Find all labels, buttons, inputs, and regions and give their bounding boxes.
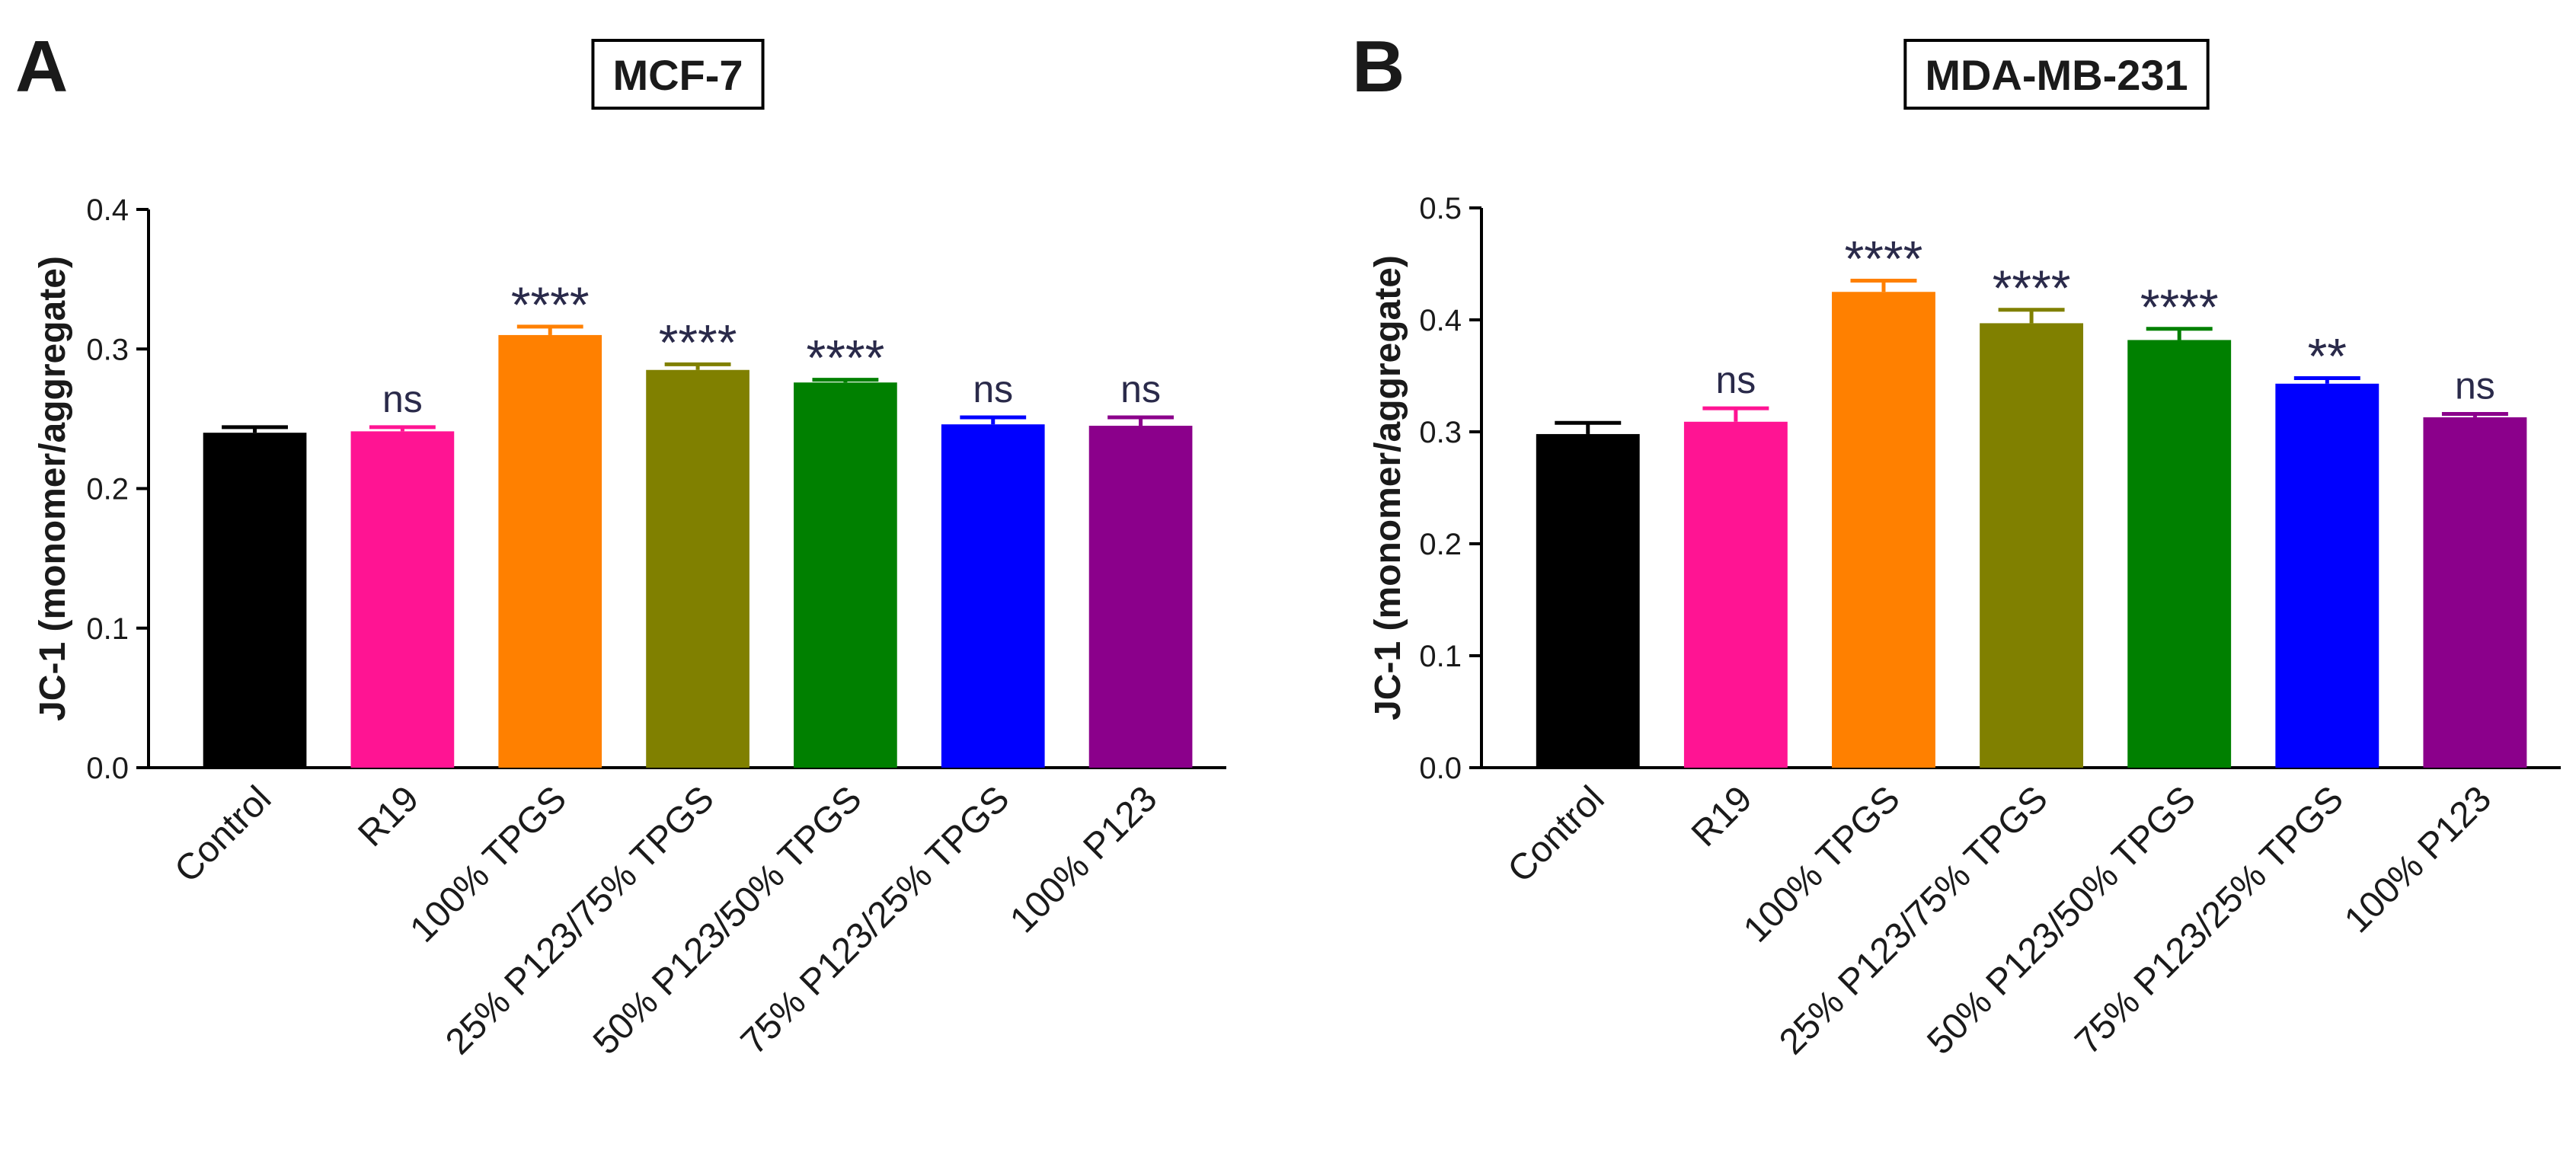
chart-title-box: MDA-MB-231 bbox=[1903, 39, 2210, 110]
panel-letter: A bbox=[15, 26, 68, 107]
y-tick-label: 0.1 bbox=[86, 612, 129, 646]
bar-7 bbox=[1088, 426, 1193, 768]
significance-label: **** bbox=[511, 276, 590, 333]
bar-6 bbox=[941, 424, 1045, 768]
significance-label: **** bbox=[807, 330, 885, 386]
bar-2 bbox=[350, 431, 455, 768]
x-category-label: 100% P123 bbox=[2337, 778, 2499, 941]
panel-letter: B bbox=[1352, 26, 1405, 107]
x-category-label: R19 bbox=[1684, 778, 1760, 855]
y-tick-label: 0.3 bbox=[1419, 416, 1462, 449]
y-axis-label: JC-1 (monomer/aggregate) bbox=[33, 256, 73, 721]
chart-title: MCF-7 bbox=[612, 51, 743, 99]
chart-panel-b: B MDA-MB-231 0.0 0.1 0.2 0.3 0.4 0.5 JC-1 (monom… bbox=[1352, 26, 2561, 1062]
y-tick-label: 0.5 bbox=[1419, 192, 1462, 225]
x-category-label: 25% P123/75% TPGS bbox=[1772, 778, 2056, 1062]
bar-3 bbox=[1832, 292, 1935, 768]
x-category-label: 75% P123/25% TPGS bbox=[2067, 778, 2351, 1062]
chart-panel-a: A MCF-7 0.0 0.1 0.2 0.3 0.4 JC-1 (monomer/aggre… bbox=[15, 26, 1226, 1062]
x-category-label: R19 bbox=[350, 778, 427, 855]
x-category-label: 75% P123/25% TPGS bbox=[733, 778, 1018, 1062]
significance-label: ns bbox=[2455, 364, 2495, 407]
y-tick-label: 0.4 bbox=[1419, 304, 1462, 337]
bar-6 bbox=[2275, 383, 2379, 768]
significance-label: ns bbox=[973, 368, 1013, 410]
y-axis-label: JC-1 (monomer/aggregate) bbox=[1368, 255, 1408, 720]
y-tick-label: 0.1 bbox=[1419, 640, 1462, 673]
y-tick-label: 0.0 bbox=[1419, 752, 1462, 785]
y-tick-label: 0.2 bbox=[86, 473, 129, 506]
y-tick-label: 0.0 bbox=[86, 752, 129, 785]
x-category-label: Control bbox=[167, 778, 279, 890]
x-category-label: 100% P123 bbox=[1002, 778, 1165, 941]
x-category-label: 25% P123/75% TPGS bbox=[438, 778, 722, 1062]
y-tick-label: 0.4 bbox=[86, 193, 129, 227]
significance-label: **** bbox=[659, 314, 737, 370]
x-category-label: Control bbox=[1501, 778, 1612, 890]
chart-title-frame bbox=[1903, 39, 2210, 110]
bar-4 bbox=[1980, 323, 2084, 768]
bar-1 bbox=[1536, 433, 1640, 768]
significance-label: **** bbox=[1845, 231, 1923, 287]
bar-1 bbox=[203, 433, 307, 768]
significance-label: ns bbox=[1715, 359, 1756, 401]
y-tick-label: 0.3 bbox=[86, 333, 129, 366]
y-tick-label: 0.2 bbox=[1419, 528, 1462, 561]
bar-4 bbox=[646, 369, 749, 768]
bar-2 bbox=[1683, 421, 1788, 768]
x-category-label: 50% P123/50% TPGS bbox=[586, 778, 870, 1062]
significance-label: **** bbox=[1993, 260, 2071, 316]
bar-5 bbox=[2127, 340, 2232, 768]
significance-label: ** bbox=[2308, 327, 2347, 384]
bar-7 bbox=[2423, 417, 2527, 768]
chart-title-box: MCF-7 bbox=[591, 39, 765, 110]
chart-title-frame bbox=[591, 39, 765, 110]
significance-label: ns bbox=[1120, 368, 1161, 410]
bar-3 bbox=[498, 334, 602, 768]
x-category-label: 50% P123/50% TPGS bbox=[1919, 778, 2204, 1062]
chart-title: MDA-MB-231 bbox=[1925, 51, 2188, 99]
significance-label: **** bbox=[2140, 279, 2219, 335]
bar-5 bbox=[794, 382, 897, 768]
significance-label: ns bbox=[382, 378, 423, 420]
